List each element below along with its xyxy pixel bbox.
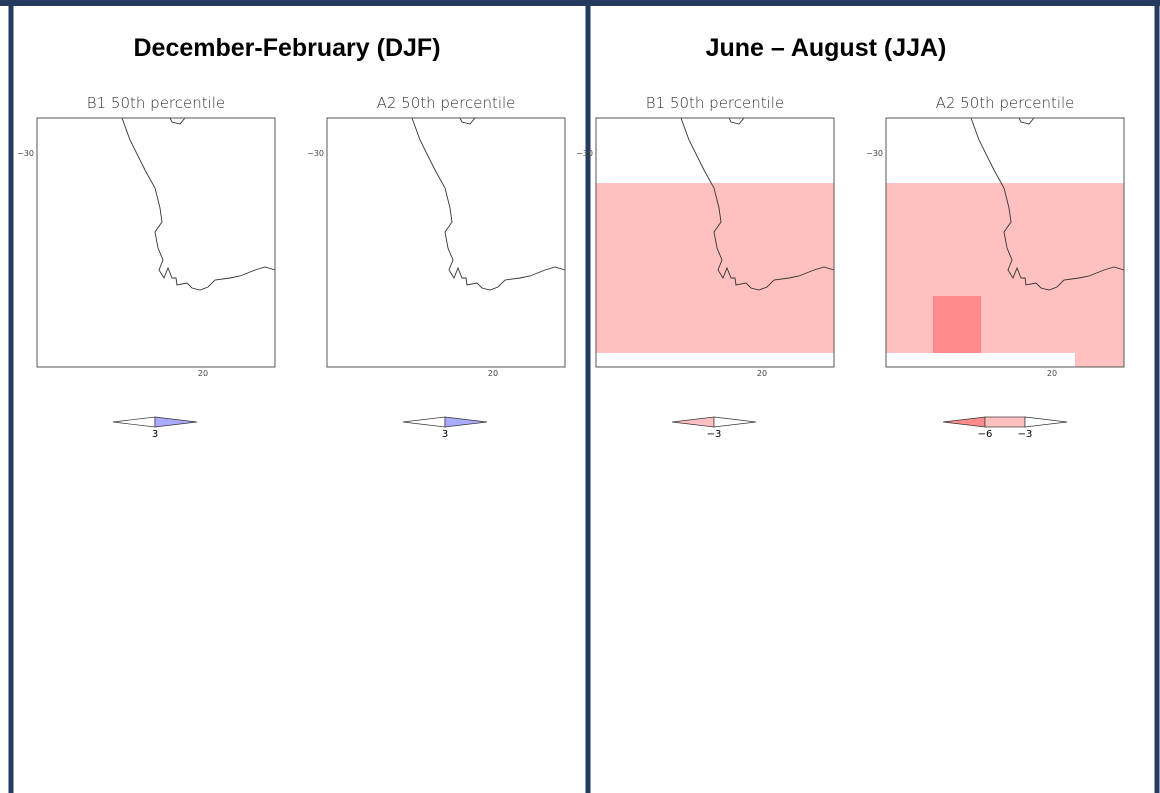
map-title: A2 50th percentile <box>936 94 1075 112</box>
x-tick-label: 20 <box>757 369 767 378</box>
colorbar-end <box>444 416 488 428</box>
map-title: B1 50th percentile <box>646 94 784 112</box>
map-title: B1 50th percentile <box>87 94 225 112</box>
colorbar-label: −3 <box>1018 429 1033 440</box>
x-tick-label: 20 <box>198 369 208 378</box>
colorbar-segment <box>984 416 1026 428</box>
y-tick-label: −30 <box>866 149 883 158</box>
y-tick-label: −30 <box>307 149 324 158</box>
y-tick-label: −30 <box>17 149 34 158</box>
coastline <box>459 117 476 125</box>
x-tick-label: 20 <box>488 369 498 378</box>
colorbar-label: −6 <box>978 429 993 440</box>
coastline <box>728 117 745 125</box>
map-frame <box>595 117 835 368</box>
anomaly-shading <box>1075 353 1124 367</box>
anomaly-shading <box>596 183 834 353</box>
colorbar-label: −3 <box>707 429 722 440</box>
anomaly-shading <box>933 296 981 353</box>
colorbar-label: 3 <box>152 429 158 440</box>
coastline <box>970 117 1125 291</box>
colorbar-label: 3 <box>442 429 448 440</box>
colorbar-end <box>154 416 198 428</box>
map-frame <box>326 117 566 368</box>
x-tick-label: 20 <box>1047 369 1057 378</box>
coastline <box>411 117 566 291</box>
colorbar-end <box>1024 416 1068 428</box>
coastline <box>169 117 186 125</box>
map-frame <box>36 117 276 368</box>
y-tick-label: −30 <box>576 149 593 158</box>
map-title: A2 50th percentile <box>377 94 516 112</box>
coastline <box>680 117 835 291</box>
section-title: June – August (JJA) <box>706 34 947 62</box>
colorbar-end <box>713 416 757 428</box>
map-frame <box>885 117 1125 368</box>
coastline <box>1018 117 1035 125</box>
section-title: December-February (DJF) <box>133 34 440 62</box>
anomaly-shading <box>886 183 1124 353</box>
coastline <box>121 117 276 291</box>
